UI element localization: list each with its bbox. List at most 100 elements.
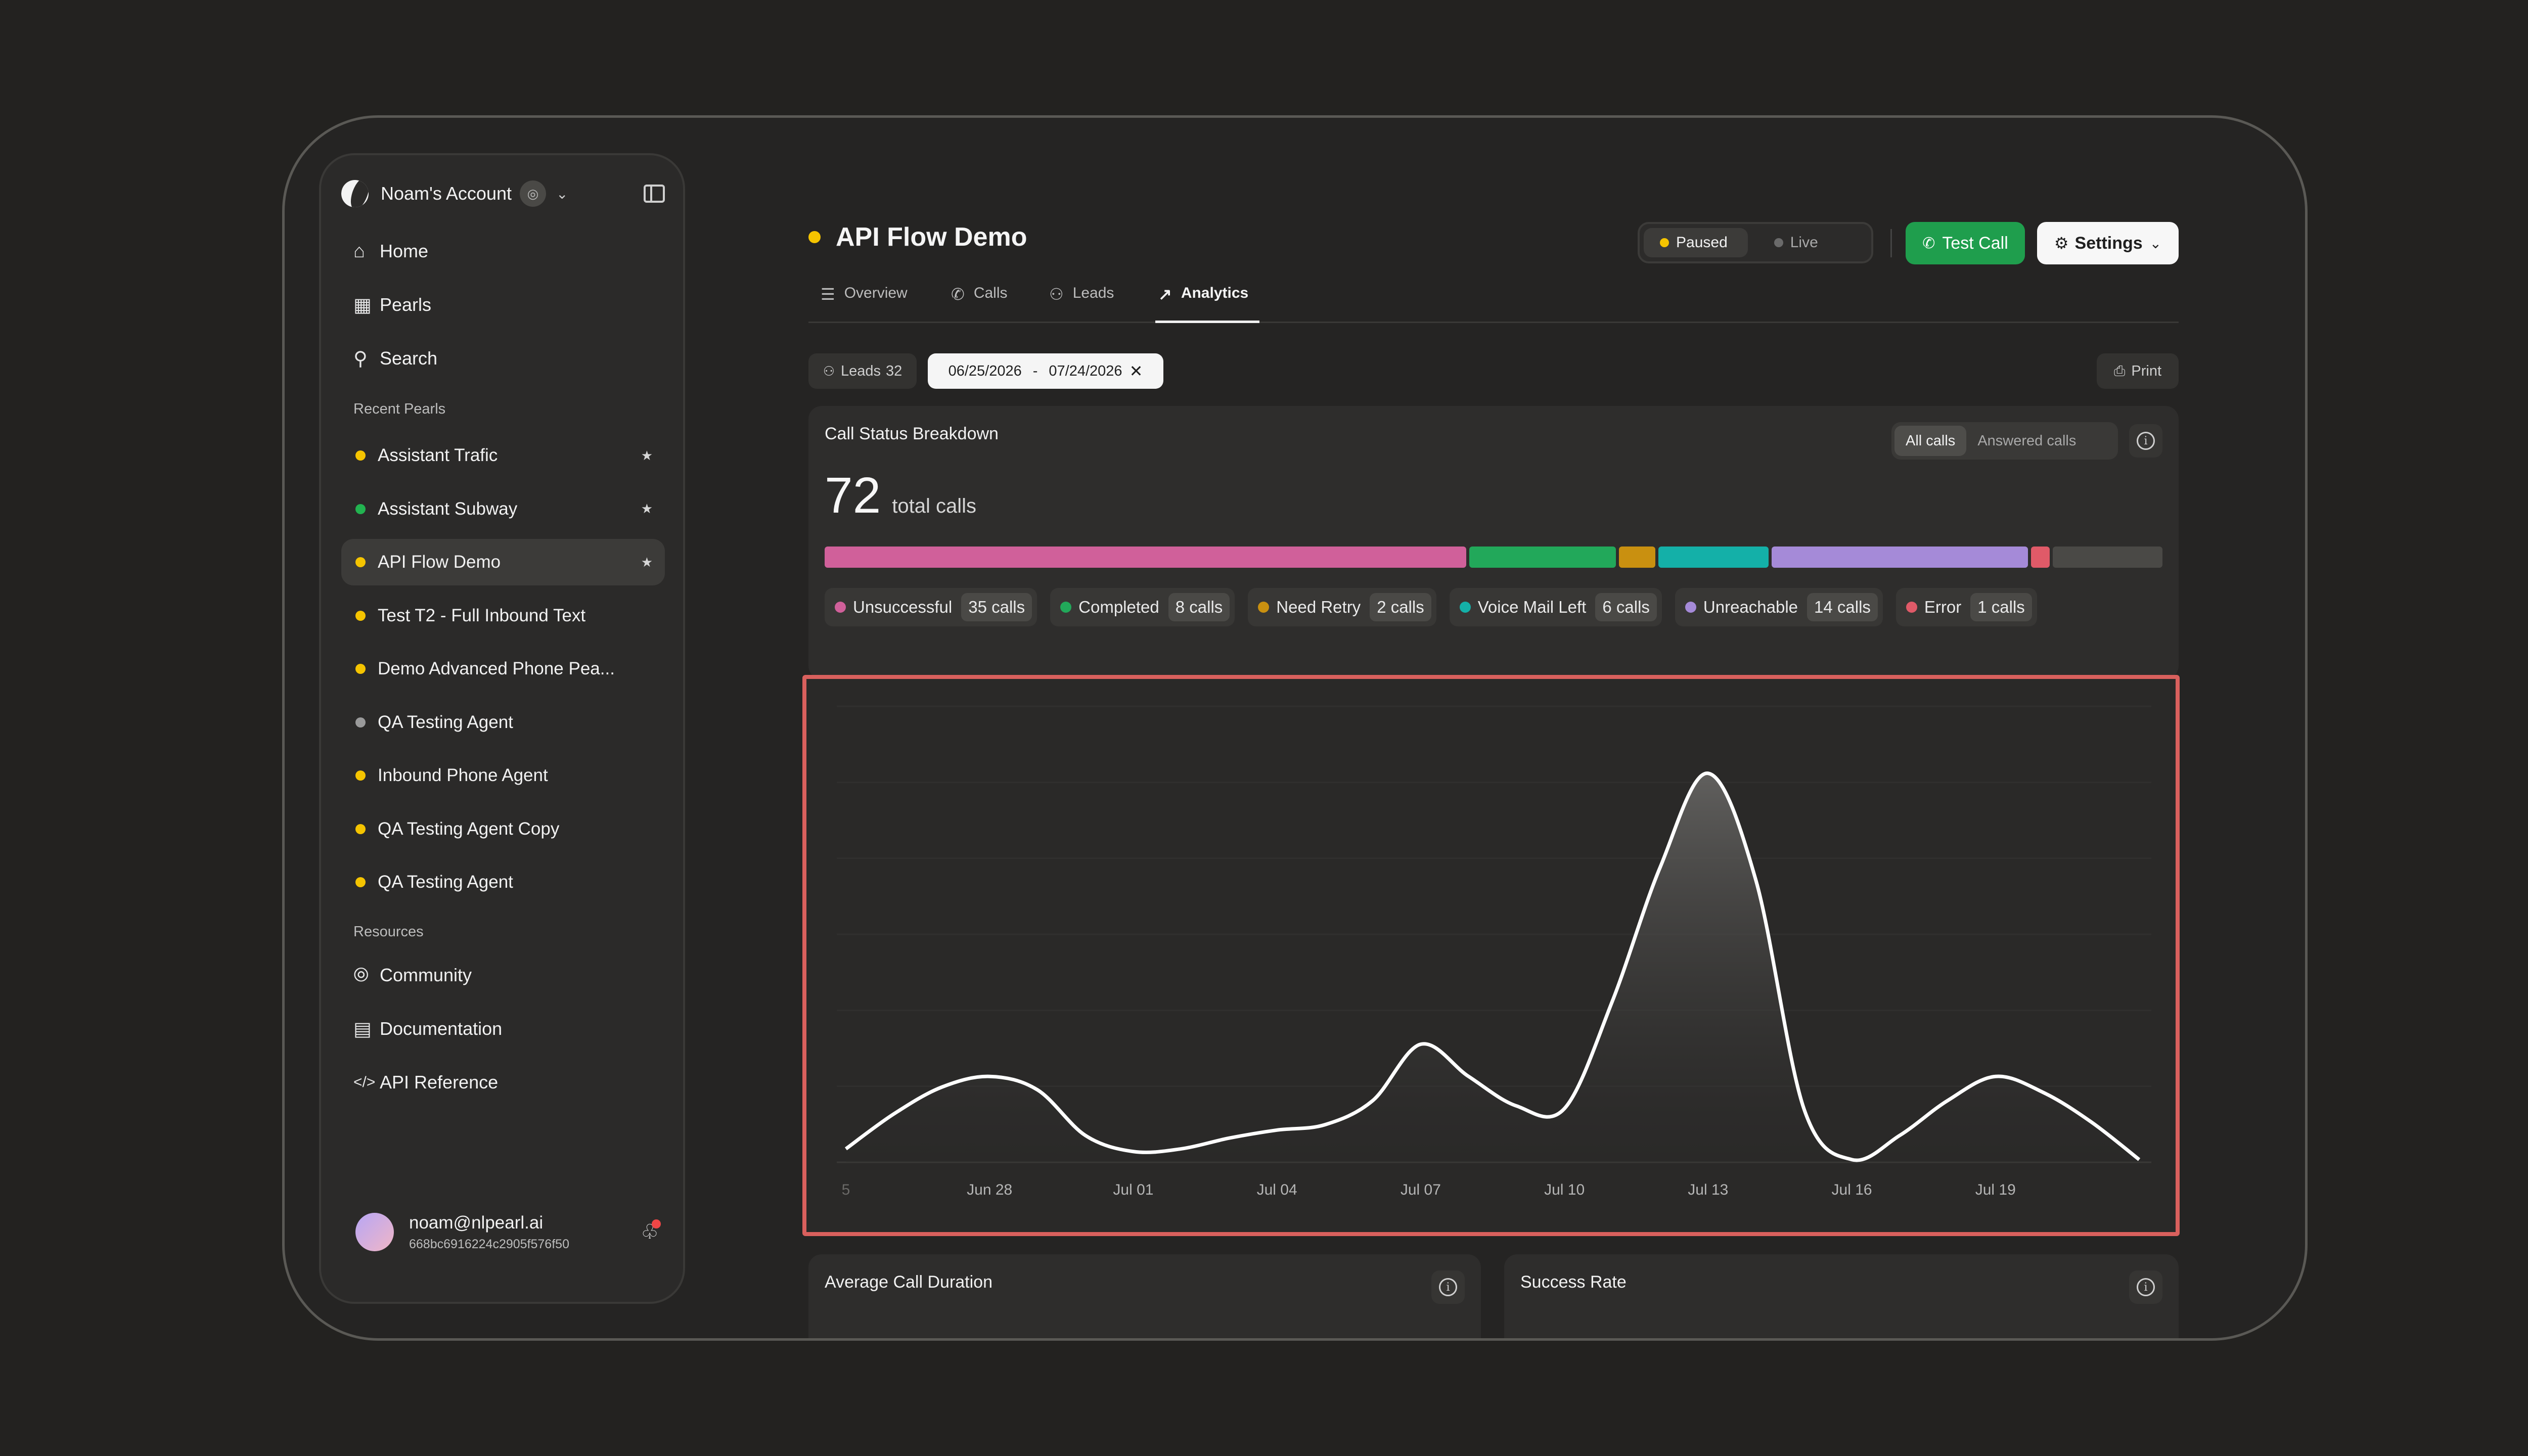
- test-call-label: Test Call: [1942, 233, 2008, 253]
- x-tick-label: Jun 28: [967, 1181, 1012, 1198]
- info-button[interactable]: i: [1431, 1270, 1465, 1304]
- legend-item: Completed 8 calls: [1050, 588, 1235, 626]
- legend-dot: [1459, 602, 1471, 613]
- settings-button[interactable]: ⚙ Settings ⌄: [2037, 222, 2179, 264]
- overview-icon: ☰: [821, 285, 835, 303]
- status-legend: Unsuccessful 35 calls Completed 8 calls Need…: [825, 588, 2050, 626]
- nav-search[interactable]: ⚲ Search: [341, 336, 665, 381]
- calls-over-time-chart: 5 Jun 28 Jul 01 Jul 04 Jul 07 Jul 10 Jul 13 Jul…: [802, 675, 2180, 1236]
- legend-dot: [835, 602, 846, 613]
- x-tick-label: Jul 13: [1688, 1181, 1728, 1198]
- tab-leads[interactable]: ⚇ Leads: [1049, 278, 1114, 323]
- sidebar-item-pearl[interactable]: QA Testing Agent: [341, 699, 665, 746]
- home-icon: ⌂: [353, 240, 365, 262]
- paused-option[interactable]: Paused: [1644, 228, 1748, 257]
- live-option[interactable]: Live: [1758, 228, 1838, 257]
- nav-home[interactable]: ⌂ Home: [341, 229, 665, 274]
- live-dot: [1774, 238, 1783, 247]
- nav-community[interactable]: ⦾ Community: [341, 953, 665, 997]
- call-status-card: Call Status Breakdown All calls Answered…: [808, 406, 2179, 679]
- close-icon[interactable]: ✕: [1129, 362, 1143, 380]
- sidebar-item-pearl[interactable]: QA Testing Agent Copy: [341, 806, 665, 852]
- x-tick-label: Jul 16: [1832, 1181, 1872, 1198]
- legend-count: 1 calls: [1970, 593, 2032, 621]
- legend-count: 35 calls: [961, 593, 1032, 621]
- success-rate-card: Success Rate i: [1504, 1254, 2179, 1338]
- phone-icon: ✆: [1922, 235, 1935, 252]
- leads-filter-chip[interactable]: ⚇ Leads 32: [808, 353, 917, 389]
- pin-icon[interactable]: ★: [641, 447, 653, 463]
- legend-dot: [1906, 602, 1917, 613]
- book-icon: ▤: [353, 1018, 372, 1040]
- legend-dot: [1060, 602, 1072, 613]
- nav-pearls[interactable]: ▦ Pearls: [341, 283, 665, 327]
- tab-calls[interactable]: ✆ Calls: [951, 278, 1008, 323]
- status-dot: [355, 877, 366, 887]
- legend-dot: [1258, 602, 1270, 613]
- status-dot: [355, 557, 366, 567]
- pearl-label: QA Testing Agent: [378, 872, 513, 892]
- toggle-sidebar-icon[interactable]: [644, 185, 665, 203]
- legend-item: Unsuccessful 35 calls: [825, 588, 1037, 626]
- all-calls-option[interactable]: All calls: [1894, 426, 1967, 456]
- test-call-button[interactable]: ✆ Test Call: [1906, 222, 2025, 264]
- tab-label: Analytics: [1181, 285, 1249, 301]
- tab-overview[interactable]: ☰ Overview: [821, 278, 908, 323]
- status-dot: [355, 717, 366, 727]
- tab-analytics[interactable]: ↗ Analytics: [1155, 278, 1260, 323]
- print-button[interactable]: ⎙ Print: [2097, 353, 2179, 389]
- resources-label: Resources: [353, 924, 424, 940]
- paused-dot: [1660, 238, 1669, 247]
- nav-documentation[interactable]: ▤ Documentation: [341, 1007, 665, 1051]
- sidebar-item-pearl[interactable]: Inbound Phone Agent: [341, 752, 665, 799]
- user-profile[interactable]: noam@nlpearl.ai 668bc6916224c2905f576f50…: [355, 1202, 661, 1262]
- chevron-down-icon: ⌄: [2149, 235, 2162, 251]
- nav-label: Home: [380, 241, 429, 261]
- leads-count: 32: [886, 362, 902, 379]
- sidebar-item-pearl[interactable]: Demo Advanced Phone Pea...: [341, 646, 665, 692]
- status-dot: [355, 824, 366, 834]
- date-separator: -: [1032, 362, 1038, 379]
- call-filter-segment: All calls Answered calls: [1891, 422, 2118, 460]
- printer-icon: ⎙: [2113, 362, 2126, 379]
- card-title: Average Call Duration: [825, 1272, 992, 1292]
- card-title: Call Status Breakdown: [825, 424, 999, 443]
- paused-label: Paused: [1676, 234, 1728, 251]
- sidebar-item-pearl[interactable]: QA Testing Agent: [341, 859, 665, 905]
- legend-label: Voice Mail Left: [1477, 598, 1587, 616]
- legend-item: Unreachable 14 calls: [1675, 588, 1883, 626]
- status-bar-segment: [1658, 547, 1769, 568]
- sidebar-item-pearl[interactable]: API Flow Demo ★: [341, 539, 665, 585]
- sidebar-item-pearl[interactable]: Assistant Trafic ★: [341, 432, 665, 479]
- legend-item: Error 1 calls: [1895, 588, 2037, 626]
- x-tick-label: Jul 07: [1401, 1181, 1441, 1198]
- pin-icon[interactable]: ★: [641, 501, 653, 516]
- nav-label: API Reference: [380, 1072, 499, 1093]
- info-button[interactable]: i: [2129, 1270, 2162, 1304]
- user-email: noam@nlpearl.ai: [409, 1212, 544, 1233]
- status-bar-segment: [825, 547, 1466, 568]
- nav-api-reference[interactable]: </> API Reference: [341, 1060, 665, 1105]
- status-bar-segment: [2031, 547, 2050, 568]
- bell-icon[interactable]: ♧: [641, 1219, 661, 1243]
- tab-label: Calls: [973, 285, 1008, 301]
- pearl-label: Inbound Phone Agent: [378, 765, 548, 785]
- date-to: 07/24/2026: [1049, 362, 1122, 379]
- account-switcher[interactable]: Noam's Account ◎ ⌄: [341, 177, 665, 210]
- pearl-label: Assistant Trafic: [378, 445, 498, 465]
- info-button[interactable]: i: [2129, 424, 2162, 458]
- page-title: API Flow Demo: [836, 222, 1027, 252]
- x-tick-label: Jul 10: [1544, 1181, 1585, 1198]
- pin-icon[interactable]: ★: [641, 554, 653, 570]
- legend-label: Error: [1924, 598, 1962, 616]
- avg-duration-card: Average Call Duration i: [808, 1254, 1481, 1338]
- series-area: [846, 773, 2139, 1162]
- sidebar-item-pearl[interactable]: Test T2 - Full Inbound Text: [341, 593, 665, 639]
- status-dot: [355, 450, 366, 461]
- pearl-label: Demo Advanced Phone Pea...: [378, 659, 615, 678]
- status-bar-segment: [1469, 547, 1616, 568]
- sidebar-item-pearl[interactable]: Assistant Subway ★: [341, 486, 665, 532]
- answered-calls-option[interactable]: Answered calls: [1977, 432, 2076, 449]
- date-range-chip[interactable]: 06/25/2026 - 07/24/2026 ✕: [928, 353, 1163, 389]
- legend-count: 6 calls: [1595, 593, 1657, 621]
